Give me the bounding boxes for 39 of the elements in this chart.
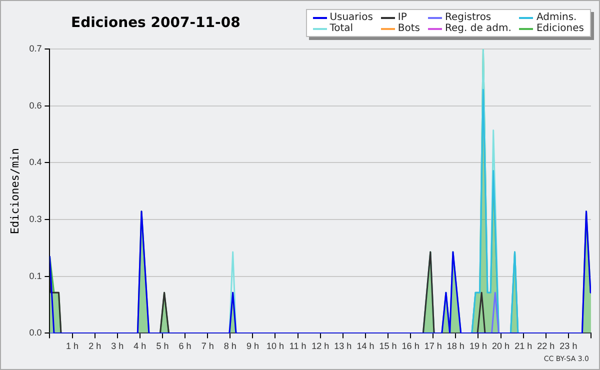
x-tick-label: 18 h [446,341,464,352]
y-tick-label: 0.3 [29,214,42,224]
x-tick-label: 17 h [424,341,442,352]
x-tick-label: 19 h [469,341,487,352]
legend-label: Usuarios [330,12,373,23]
x-tick-label: 7 h [201,341,214,352]
x-tick-label: 12 h [312,341,330,352]
legend-label: Total [330,23,354,34]
chart-title: Ediciones 2007-11-08 [71,15,240,31]
legend-label: Admins. [536,12,577,23]
x-tick-label: 23 h [560,341,578,352]
legend-label: Reg. de adm. [445,23,512,34]
y-tick-label: 0.0 [29,328,42,338]
x-tick-label: 4 h [134,341,146,352]
y-tick-label: 0.4 [29,157,42,168]
x-tick-label: 15 h [379,341,397,352]
x-tick-label: 1 h [66,341,79,352]
y-tick-label: 0.6 [29,100,42,110]
y-tick-label: 0.1 [29,270,42,281]
x-tick-label: 11 h [289,341,306,352]
y-axis-title: Ediciones/min [8,148,22,234]
x-tick-label: 14 h [356,341,374,352]
x-tick-label: 2 h [88,341,102,352]
x-tick-label: 16 h [402,341,420,352]
legend-label: IP [398,12,407,23]
x-tick-label: 22 h [537,341,555,352]
x-tick-label: 6 h [178,341,192,352]
x-tick-label: 10 h [266,341,284,352]
y-tick-label: 0.7 [29,43,42,54]
legend-label: Bots [398,23,420,34]
legend-label: Ediciones [536,23,584,34]
x-tick-label: 3 h [111,341,124,352]
legend-label: Registros [445,12,492,23]
x-tick-label: 9 h [246,341,259,352]
x-tick-label: 21 h [514,341,532,352]
x-tick-label: 5 h [156,341,169,352]
x-tick-label: 13 h [334,341,352,352]
x-tick-label: 20 h [492,341,510,352]
x-tick-label: 8 h [224,341,236,352]
